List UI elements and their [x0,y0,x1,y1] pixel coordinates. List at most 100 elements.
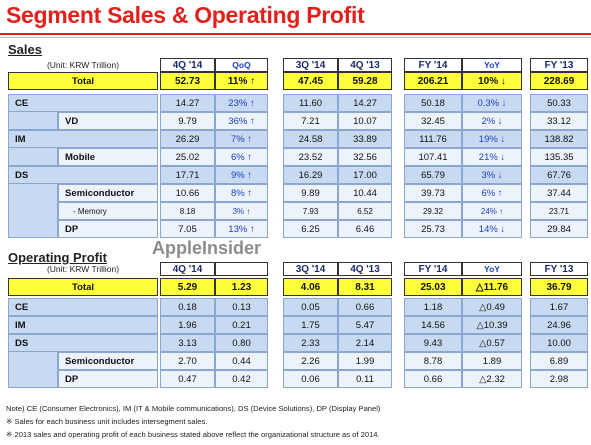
cell-value: 23.52 [283,148,338,166]
column-header: 3Q '14 [283,58,338,72]
cell-value: 3% ↑ [215,202,268,220]
cell-value: 33.89 [338,130,392,148]
cell-value: 135.35 [530,148,588,166]
row-label: DP [58,220,158,238]
cell-value: 11% ↑ [215,72,268,90]
cell-value: 2.33 [283,334,338,352]
cell-value: 1.67 [530,298,588,316]
title-rule [0,33,591,35]
cell-value: △0.49 [462,298,522,316]
cell-value: 14.27 [338,94,392,112]
note: ※ Sales for each business unit includes … [6,417,208,426]
row-label: CE [8,94,158,112]
cell-value: 7.05 [160,220,215,238]
cell-value: 14.56 [404,316,462,334]
cell-value: 228.69 [530,72,588,90]
cell-value: 39.73 [404,184,462,202]
cell-value: 5.47 [338,316,392,334]
note: Note) CE (Consumer Electronics), IM (IT … [6,404,381,413]
cell-value: 37.44 [530,184,588,202]
cell-value: 32.56 [338,148,392,166]
title-rule-thin [0,37,591,38]
column-header: 4Q '13 [338,262,392,276]
cell-value: 9.89 [283,184,338,202]
row-label: Total [8,72,158,90]
cell-value: 3.13 [160,334,215,352]
cell-value: 8.78 [404,352,462,370]
column-header: QoQ [215,58,268,72]
row-label: Total [8,278,158,296]
cell-value: 36.79 [530,278,588,296]
cell-value: 2.70 [160,352,215,370]
unit-label: (Unit: KRW Trillion) [46,264,120,274]
title: Segment Sales & Operating Profit [6,2,365,28]
cell-value: 10.00 [530,334,588,352]
column-header: FY '14 [404,262,462,276]
cell-value: 2.14 [338,334,392,352]
column-header-blank [215,262,268,276]
cell-value: 16.29 [283,166,338,184]
row-label: IM [8,130,158,148]
row-label: CE [8,298,158,316]
column-header: 3Q '14 [283,262,338,276]
cell-value: 2.26 [283,352,338,370]
cell-value: 8% ↑ [215,184,268,202]
cell-value: 14% ↓ [462,220,522,238]
unit-label: (Unit: KRW Trillion) [46,60,120,70]
cell-value: 206.21 [404,72,462,90]
cell-value: 23.71 [530,202,588,220]
cell-value: 10% ↓ [462,72,522,90]
cell-value: 2% ↓ [462,112,522,130]
cell-value: 36% ↑ [215,112,268,130]
cell-value: 0.05 [283,298,338,316]
row-label: DS [8,166,158,184]
cell-value: △10.39 [462,316,522,334]
cell-value: 21% ↓ [462,148,522,166]
cell-value: 10.07 [338,112,392,130]
cell-value: 50.18 [404,94,462,112]
row-label: Mobile [58,148,158,166]
cell-value: 67.76 [530,166,588,184]
row-label: Semiconductor [58,184,158,202]
column-header: YoY [462,262,522,276]
cell-value: 5.29 [160,278,215,296]
cell-value: 1.18 [404,298,462,316]
cell-value: 6.25 [283,220,338,238]
cell-value: 0.18 [160,298,215,316]
cell-value: 47.45 [283,72,338,90]
cell-value: 107.41 [404,148,462,166]
cell-value: 24.58 [283,130,338,148]
cell-value: 9.43 [404,334,462,352]
cell-value: 9.79 [160,112,215,130]
row-label: Semiconductor [58,352,158,370]
cell-value: 65.79 [404,166,462,184]
row-label: DS [8,334,158,352]
cell-value: 50.33 [530,94,588,112]
cell-value: 2.98 [530,370,588,388]
cell-value: 4.06 [283,278,338,296]
cell-value: 6.52 [338,202,392,220]
column-header: FY '13 [530,262,588,276]
cell-value: 23% ↑ [215,94,268,112]
cell-value: △0.57 [462,334,522,352]
cell-value: 3% ↓ [462,166,522,184]
cell-value: 0.11 [338,370,392,388]
cell-value: 11.60 [283,94,338,112]
cell-value: 0.21 [215,316,268,334]
cell-value: 32.45 [404,112,462,130]
cell-value: 29.32 [404,202,462,220]
cell-value: 10.44 [338,184,392,202]
cell-value: 0.13 [215,298,268,316]
cell-value: 6.46 [338,220,392,238]
cell-value: 0.42 [215,370,268,388]
cell-value: 19% ↓ [462,130,522,148]
cell-value: 7.93 [283,202,338,220]
row-label: DP [58,370,158,388]
cell-value: △11.76 [462,278,522,296]
cell-value: 7% ↑ [215,130,268,148]
cell-value: 29.84 [530,220,588,238]
column-header: 4Q '13 [338,58,392,72]
cell-value: 25.02 [160,148,215,166]
column-header: FY '14 [404,58,462,72]
section-heading: Operating Profit [8,250,107,265]
